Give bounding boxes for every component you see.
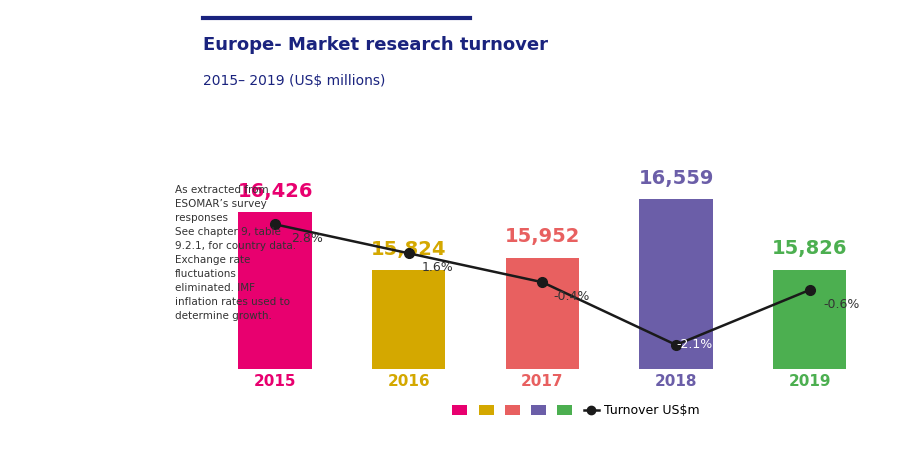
Text: 2015– 2019 (US$ millions): 2015– 2019 (US$ millions) <box>203 74 386 88</box>
Bar <box>371 270 445 450</box>
Text: 16,426: 16,426 <box>237 182 312 201</box>
Text: 2.8%: 2.8% <box>291 232 322 245</box>
Legend: , , , , , Turnover US$m: , , , , , Turnover US$m <box>447 399 703 422</box>
Text: 15,952: 15,952 <box>504 227 580 246</box>
Text: 15,826: 15,826 <box>771 239 846 258</box>
Text: -0.4%: -0.4% <box>553 290 589 303</box>
Text: 16,559: 16,559 <box>638 169 713 188</box>
Text: 15,824: 15,824 <box>370 240 446 259</box>
Text: -0.6%: -0.6% <box>822 297 859 310</box>
Text: -2.1%: -2.1% <box>675 338 712 351</box>
Bar <box>638 199 712 450</box>
Text: Europe- Market research turnover: Europe- Market research turnover <box>203 36 548 54</box>
Text: As extracted from
ESOMAR’s survey
responses
See chapter 9, table
9.2.1, for coun: As extracted from ESOMAR’s survey respon… <box>174 185 295 321</box>
Text: 1.6%: 1.6% <box>422 261 453 274</box>
Bar <box>505 258 579 450</box>
Bar <box>238 212 312 450</box>
Bar <box>772 270 845 450</box>
